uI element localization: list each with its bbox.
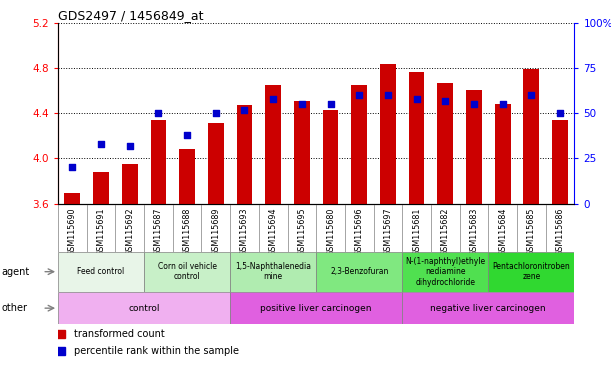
Bar — [552, 120, 568, 204]
Text: percentile rank within the sample: percentile rank within the sample — [73, 346, 238, 356]
Text: 1,5-Naphthalenedia
mine: 1,5-Naphthalenedia mine — [235, 262, 311, 281]
Point — [527, 92, 536, 98]
Point — [498, 101, 508, 107]
Bar — [294, 101, 310, 204]
Point — [383, 92, 393, 98]
Bar — [466, 89, 482, 204]
Point — [268, 96, 278, 102]
Bar — [488, 252, 574, 292]
Bar — [402, 252, 488, 292]
Bar — [230, 292, 402, 324]
Text: GSM115680: GSM115680 — [326, 207, 335, 256]
Bar — [179, 149, 195, 204]
Bar — [402, 292, 574, 324]
Text: GSM115693: GSM115693 — [240, 207, 249, 256]
Point — [67, 164, 77, 170]
Text: Corn oil vehicle
control: Corn oil vehicle control — [158, 262, 217, 281]
Bar — [65, 194, 80, 204]
Text: GSM115688: GSM115688 — [183, 207, 192, 256]
Text: Feed control: Feed control — [78, 267, 125, 276]
Point — [297, 101, 307, 107]
Text: GSM115685: GSM115685 — [527, 207, 536, 256]
Text: other: other — [1, 303, 27, 313]
Point — [240, 107, 249, 113]
Text: control: control — [128, 304, 160, 313]
Point — [555, 110, 565, 116]
Text: GSM115684: GSM115684 — [498, 207, 507, 256]
Text: GSM115682: GSM115682 — [441, 207, 450, 256]
Bar — [150, 120, 166, 204]
Text: GSM115697: GSM115697 — [383, 207, 392, 256]
Text: 2,3-Benzofuran: 2,3-Benzofuran — [330, 267, 389, 276]
Text: GSM115696: GSM115696 — [355, 207, 364, 256]
Text: GSM115692: GSM115692 — [125, 207, 134, 256]
Bar — [351, 85, 367, 204]
Text: GSM115686: GSM115686 — [555, 207, 565, 256]
Text: Pentachloronitroben
zene: Pentachloronitroben zene — [492, 262, 570, 281]
Point — [469, 101, 479, 107]
Bar — [93, 172, 109, 204]
Point — [211, 110, 221, 116]
Text: GSM115683: GSM115683 — [469, 207, 478, 256]
Text: N-(1-naphthyl)ethyle
nediamine
dihydrochloride: N-(1-naphthyl)ethyle nediamine dihydroch… — [405, 257, 485, 286]
Bar — [437, 83, 453, 204]
Bar — [122, 164, 137, 204]
Text: transformed count: transformed count — [73, 329, 164, 339]
Bar — [265, 85, 281, 204]
Bar — [58, 252, 144, 292]
Point — [326, 101, 335, 107]
Bar — [495, 104, 511, 204]
Text: GDS2497 / 1456849_at: GDS2497 / 1456849_at — [58, 9, 203, 22]
Bar — [380, 64, 396, 204]
Bar — [230, 252, 316, 292]
Point — [412, 96, 422, 102]
Point — [96, 141, 106, 147]
Bar — [323, 110, 338, 204]
Bar — [409, 71, 425, 204]
Text: GSM115690: GSM115690 — [68, 207, 77, 256]
Bar — [144, 252, 230, 292]
Point — [182, 132, 192, 138]
Point — [125, 143, 134, 149]
Point — [354, 92, 364, 98]
Text: GSM115687: GSM115687 — [154, 207, 163, 256]
Bar — [208, 123, 224, 204]
Bar — [58, 292, 230, 324]
Bar — [316, 252, 402, 292]
Text: GSM115689: GSM115689 — [211, 207, 221, 256]
Text: agent: agent — [1, 266, 29, 277]
Text: GSM115694: GSM115694 — [269, 207, 277, 256]
Text: negative liver carcinogen: negative liver carcinogen — [431, 304, 546, 313]
Bar — [236, 105, 252, 204]
Point — [153, 110, 163, 116]
Text: GSM115695: GSM115695 — [298, 207, 306, 256]
Text: positive liver carcinogen: positive liver carcinogen — [260, 304, 372, 313]
Text: GSM115691: GSM115691 — [97, 207, 106, 256]
Bar — [524, 69, 539, 204]
Point — [441, 98, 450, 104]
Text: GSM115681: GSM115681 — [412, 207, 421, 256]
